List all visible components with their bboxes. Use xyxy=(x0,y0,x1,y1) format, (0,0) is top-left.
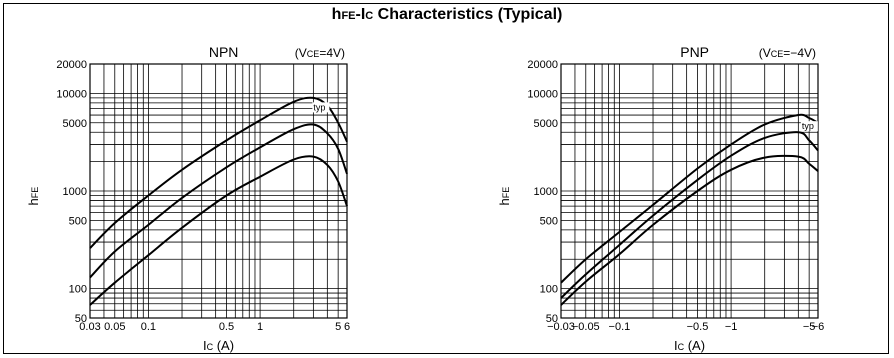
figure-frame xyxy=(3,3,889,354)
x-tick-label: 5 xyxy=(335,321,341,333)
y-tick-label: 10000 xyxy=(56,88,87,100)
x-tick-label: 1 xyxy=(257,321,263,333)
condition-sub: CE xyxy=(307,49,320,59)
y-tick-label: 5000 xyxy=(63,118,87,130)
condition-close: =−4V) xyxy=(783,46,816,60)
x-label-main: I xyxy=(203,338,207,353)
x-label-sub: C xyxy=(207,342,214,352)
x-label-unit: (A) xyxy=(684,338,705,353)
y-tick-label: 20000 xyxy=(56,59,87,71)
title-fe-sub: FE xyxy=(341,10,356,22)
x-tick-label: 0.05 xyxy=(104,321,125,333)
series-line-2 xyxy=(560,131,819,299)
annotation-background xyxy=(800,121,818,132)
y-label-sub: FE xyxy=(501,187,511,199)
condition-open: (V xyxy=(295,46,307,60)
plot-border xyxy=(560,63,819,319)
y-tick-label: 100 xyxy=(540,284,558,296)
x-label-unit: (A) xyxy=(213,338,234,353)
y-label-sub: FE xyxy=(30,187,40,199)
figure-title: hFE-IC Characteristics (Typical) xyxy=(0,6,894,24)
x-tick-label: 0.03 xyxy=(79,321,100,333)
x-tick-label: 6 xyxy=(344,321,350,333)
y-tick-label: 100 xyxy=(69,284,87,296)
chart-npn xyxy=(89,63,348,319)
x-tick-label: −1 xyxy=(725,321,738,333)
condition-label: (VCE=−4V) xyxy=(759,46,816,60)
y-axis-label: hFE xyxy=(497,187,512,206)
x-axis-label: IC (A) xyxy=(674,338,705,353)
y-tick-label: 10000 xyxy=(527,88,558,100)
x-tick-label: −0.03 xyxy=(547,321,575,333)
y-tick-label: 500 xyxy=(540,215,558,227)
x-tick-label: −5 xyxy=(803,321,816,333)
y-tick-label: 1000 xyxy=(63,186,87,198)
plot-border xyxy=(89,63,348,319)
title-rest: Characteristics (Typical) xyxy=(373,6,563,23)
title-dash-i: -I xyxy=(355,6,366,23)
series-line-3 xyxy=(560,154,819,306)
chart-header: PNP xyxy=(680,44,709,60)
y-label-main: h xyxy=(26,198,41,205)
y-tick-label: 5000 xyxy=(534,118,558,130)
y-tick-label: 20000 xyxy=(527,59,558,71)
x-label-sub: C xyxy=(678,342,685,352)
title-c-sub: C xyxy=(365,10,374,22)
series-line-1 xyxy=(560,113,819,284)
typ-annotation: typ xyxy=(802,121,814,131)
y-tick-label: 50 xyxy=(75,313,87,325)
title-h: h xyxy=(331,6,342,23)
x-tick-label: −0.1 xyxy=(609,321,631,333)
x-label-main: I xyxy=(674,338,678,353)
chart-header: NPN xyxy=(209,44,239,60)
typ-annotation: typ xyxy=(313,102,325,112)
series-line-1 xyxy=(89,96,348,249)
condition-close: =4V) xyxy=(319,46,345,60)
y-tick-label: 50 xyxy=(546,313,558,325)
condition-sub: CE xyxy=(771,49,784,59)
condition-open: (V xyxy=(759,46,771,60)
y-tick-label: 500 xyxy=(69,215,87,227)
x-tick-label: −6 xyxy=(812,321,825,333)
series-line-3 xyxy=(89,155,348,306)
chart-pnp xyxy=(560,63,819,319)
x-tick-label: −0.05 xyxy=(572,321,600,333)
condition-label: (VCE=4V) xyxy=(295,46,345,60)
series-line-2 xyxy=(89,123,348,279)
x-tick-label: −0.5 xyxy=(687,321,709,333)
y-axis-label: hFE xyxy=(26,187,41,206)
x-axis-label: IC (A) xyxy=(203,338,234,353)
y-tick-label: 1000 xyxy=(534,186,558,198)
annotation-background xyxy=(312,102,330,113)
x-tick-label: 0.5 xyxy=(219,321,234,333)
x-tick-label: 0.1 xyxy=(141,321,156,333)
y-label-main: h xyxy=(497,198,512,205)
